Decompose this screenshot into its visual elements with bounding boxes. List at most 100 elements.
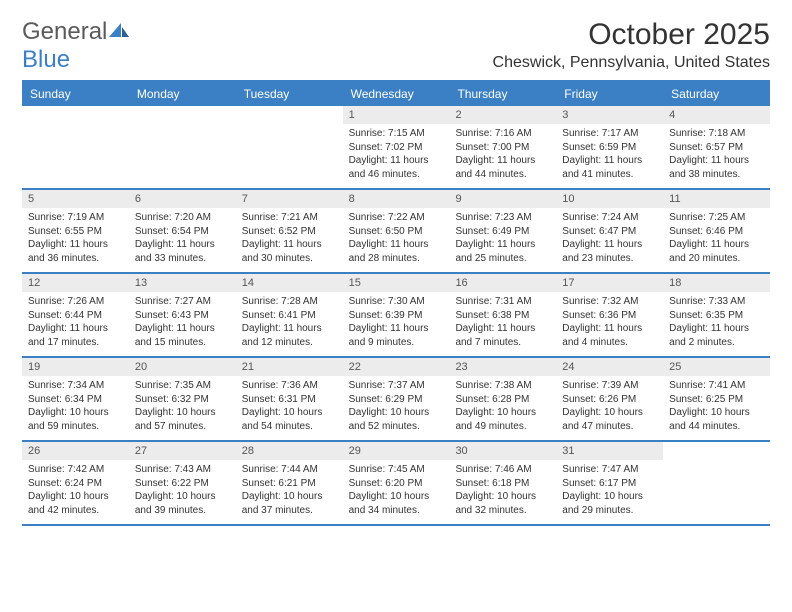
day-cell: 29Sunrise: 7:45 AMSunset: 6:20 PMDayligh… xyxy=(343,442,450,524)
day-cell: 17Sunrise: 7:32 AMSunset: 6:36 PMDayligh… xyxy=(556,274,663,356)
day-body: Sunrise: 7:30 AMSunset: 6:39 PMDaylight:… xyxy=(343,292,450,355)
day-ss: Sunset: 6:34 PM xyxy=(28,393,123,407)
day-body: Sunrise: 7:39 AMSunset: 6:26 PMDaylight:… xyxy=(556,376,663,439)
day-sr: Sunrise: 7:30 AM xyxy=(349,295,444,309)
day-sr: Sunrise: 7:17 AM xyxy=(562,127,657,141)
day-ss: Sunset: 6:41 PM xyxy=(242,309,337,323)
day-dl1: Daylight: 10 hours xyxy=(562,490,657,504)
day-body: Sunrise: 7:31 AMSunset: 6:38 PMDaylight:… xyxy=(449,292,556,355)
day-body: Sunrise: 7:43 AMSunset: 6:22 PMDaylight:… xyxy=(129,460,236,523)
day-dl1: Daylight: 10 hours xyxy=(135,406,230,420)
day-dl1: Daylight: 11 hours xyxy=(562,154,657,168)
week-row: 12Sunrise: 7:26 AMSunset: 6:44 PMDayligh… xyxy=(22,274,770,358)
day-cell: 25Sunrise: 7:41 AMSunset: 6:25 PMDayligh… xyxy=(663,358,770,440)
day-cell: 23Sunrise: 7:38 AMSunset: 6:28 PMDayligh… xyxy=(449,358,556,440)
day-body: Sunrise: 7:15 AMSunset: 7:02 PMDaylight:… xyxy=(343,124,450,187)
day-sr: Sunrise: 7:33 AM xyxy=(669,295,764,309)
day-ss: Sunset: 6:31 PM xyxy=(242,393,337,407)
day-dl2: and 54 minutes. xyxy=(242,420,337,434)
day-dl2: and 23 minutes. xyxy=(562,252,657,266)
day-dl2: and 49 minutes. xyxy=(455,420,550,434)
day-dl1: Daylight: 10 hours xyxy=(349,490,444,504)
day-dl1: Daylight: 11 hours xyxy=(669,238,764,252)
day-cell: 20Sunrise: 7:35 AMSunset: 6:32 PMDayligh… xyxy=(129,358,236,440)
day-number: 1 xyxy=(343,106,450,124)
dow-wed: Wednesday xyxy=(343,82,450,106)
day-cell: 22Sunrise: 7:37 AMSunset: 6:29 PMDayligh… xyxy=(343,358,450,440)
day-cell: 27Sunrise: 7:43 AMSunset: 6:22 PMDayligh… xyxy=(129,442,236,524)
month-title: October 2025 xyxy=(493,18,770,52)
day-body: Sunrise: 7:41 AMSunset: 6:25 PMDaylight:… xyxy=(663,376,770,439)
day-dl2: and 44 minutes. xyxy=(669,420,764,434)
location: Cheswick, Pennsylvania, United States xyxy=(493,54,770,72)
day-body: Sunrise: 7:42 AMSunset: 6:24 PMDaylight:… xyxy=(22,460,129,523)
day-dl1: Daylight: 11 hours xyxy=(135,322,230,336)
day-dl1: Daylight: 11 hours xyxy=(28,238,123,252)
day-cell: 9Sunrise: 7:23 AMSunset: 6:49 PMDaylight… xyxy=(449,190,556,272)
day-body: Sunrise: 7:16 AMSunset: 7:00 PMDaylight:… xyxy=(449,124,556,187)
day-number: 10 xyxy=(556,190,663,208)
day-dl1: Daylight: 11 hours xyxy=(242,238,337,252)
day-dl1: Daylight: 10 hours xyxy=(349,406,444,420)
day-dl2: and 29 minutes. xyxy=(562,504,657,518)
day-body: Sunrise: 7:47 AMSunset: 6:17 PMDaylight:… xyxy=(556,460,663,523)
day-dl1: Daylight: 10 hours xyxy=(135,490,230,504)
day-sr: Sunrise: 7:16 AM xyxy=(455,127,550,141)
day-dl2: and 25 minutes. xyxy=(455,252,550,266)
day-number: 27 xyxy=(129,442,236,460)
day-dl1: Daylight: 10 hours xyxy=(28,490,123,504)
day-dl1: Daylight: 11 hours xyxy=(28,322,123,336)
day-sr: Sunrise: 7:41 AM xyxy=(669,379,764,393)
day-cell: 5Sunrise: 7:19 AMSunset: 6:55 PMDaylight… xyxy=(22,190,129,272)
day-ss: Sunset: 6:35 PM xyxy=(669,309,764,323)
day-dl1: Daylight: 10 hours xyxy=(242,406,337,420)
day-cell: 11Sunrise: 7:25 AMSunset: 6:46 PMDayligh… xyxy=(663,190,770,272)
day-ss: Sunset: 6:28 PM xyxy=(455,393,550,407)
day-body: Sunrise: 7:45 AMSunset: 6:20 PMDaylight:… xyxy=(343,460,450,523)
day-sr: Sunrise: 7:47 AM xyxy=(562,463,657,477)
day-dl1: Daylight: 10 hours xyxy=(455,406,550,420)
day-body: Sunrise: 7:44 AMSunset: 6:21 PMDaylight:… xyxy=(236,460,343,523)
day-dl2: and 20 minutes. xyxy=(669,252,764,266)
week-row: 26Sunrise: 7:42 AMSunset: 6:24 PMDayligh… xyxy=(22,442,770,526)
day-number: 2 xyxy=(449,106,556,124)
day-body: Sunrise: 7:22 AMSunset: 6:50 PMDaylight:… xyxy=(343,208,450,271)
week-row: 1Sunrise: 7:15 AMSunset: 7:02 PMDaylight… xyxy=(22,106,770,190)
day-ss: Sunset: 6:54 PM xyxy=(135,225,230,239)
logo-word2: Blue xyxy=(22,46,70,73)
day-number: 13 xyxy=(129,274,236,292)
day-sr: Sunrise: 7:36 AM xyxy=(242,379,337,393)
day-dl1: Daylight: 11 hours xyxy=(135,238,230,252)
day-cell: 12Sunrise: 7:26 AMSunset: 6:44 PMDayligh… xyxy=(22,274,129,356)
day-cell: 24Sunrise: 7:39 AMSunset: 6:26 PMDayligh… xyxy=(556,358,663,440)
logo: General Blue xyxy=(22,18,131,74)
day-number: 3 xyxy=(556,106,663,124)
day-number: 28 xyxy=(236,442,343,460)
day-number: 21 xyxy=(236,358,343,376)
day-ss: Sunset: 6:44 PM xyxy=(28,309,123,323)
day-sr: Sunrise: 7:15 AM xyxy=(349,127,444,141)
day-sr: Sunrise: 7:22 AM xyxy=(349,211,444,225)
day-dl2: and 30 minutes. xyxy=(242,252,337,266)
day-number: 12 xyxy=(22,274,129,292)
calendar: Sunday Monday Tuesday Wednesday Thursday… xyxy=(22,80,770,526)
day-number: 26 xyxy=(22,442,129,460)
day-dl2: and 57 minutes. xyxy=(135,420,230,434)
day-body: Sunrise: 7:17 AMSunset: 6:59 PMDaylight:… xyxy=(556,124,663,187)
day-ss: Sunset: 6:49 PM xyxy=(455,225,550,239)
day-dl1: Daylight: 11 hours xyxy=(349,238,444,252)
day-dl1: Daylight: 11 hours xyxy=(349,322,444,336)
day-dl2: and 41 minutes. xyxy=(562,168,657,182)
day-dl1: Daylight: 11 hours xyxy=(455,322,550,336)
day-dl2: and 9 minutes. xyxy=(349,336,444,350)
day-sr: Sunrise: 7:25 AM xyxy=(669,211,764,225)
day-cell: 1Sunrise: 7:15 AMSunset: 7:02 PMDaylight… xyxy=(343,106,450,188)
day-dl1: Daylight: 10 hours xyxy=(562,406,657,420)
day-dl2: and 4 minutes. xyxy=(562,336,657,350)
day-ss: Sunset: 6:39 PM xyxy=(349,309,444,323)
day-sr: Sunrise: 7:45 AM xyxy=(349,463,444,477)
day-dl2: and 38 minutes. xyxy=(669,168,764,182)
day-sr: Sunrise: 7:46 AM xyxy=(455,463,550,477)
day-cell: 4Sunrise: 7:18 AMSunset: 6:57 PMDaylight… xyxy=(663,106,770,188)
day-cell: 6Sunrise: 7:20 AMSunset: 6:54 PMDaylight… xyxy=(129,190,236,272)
